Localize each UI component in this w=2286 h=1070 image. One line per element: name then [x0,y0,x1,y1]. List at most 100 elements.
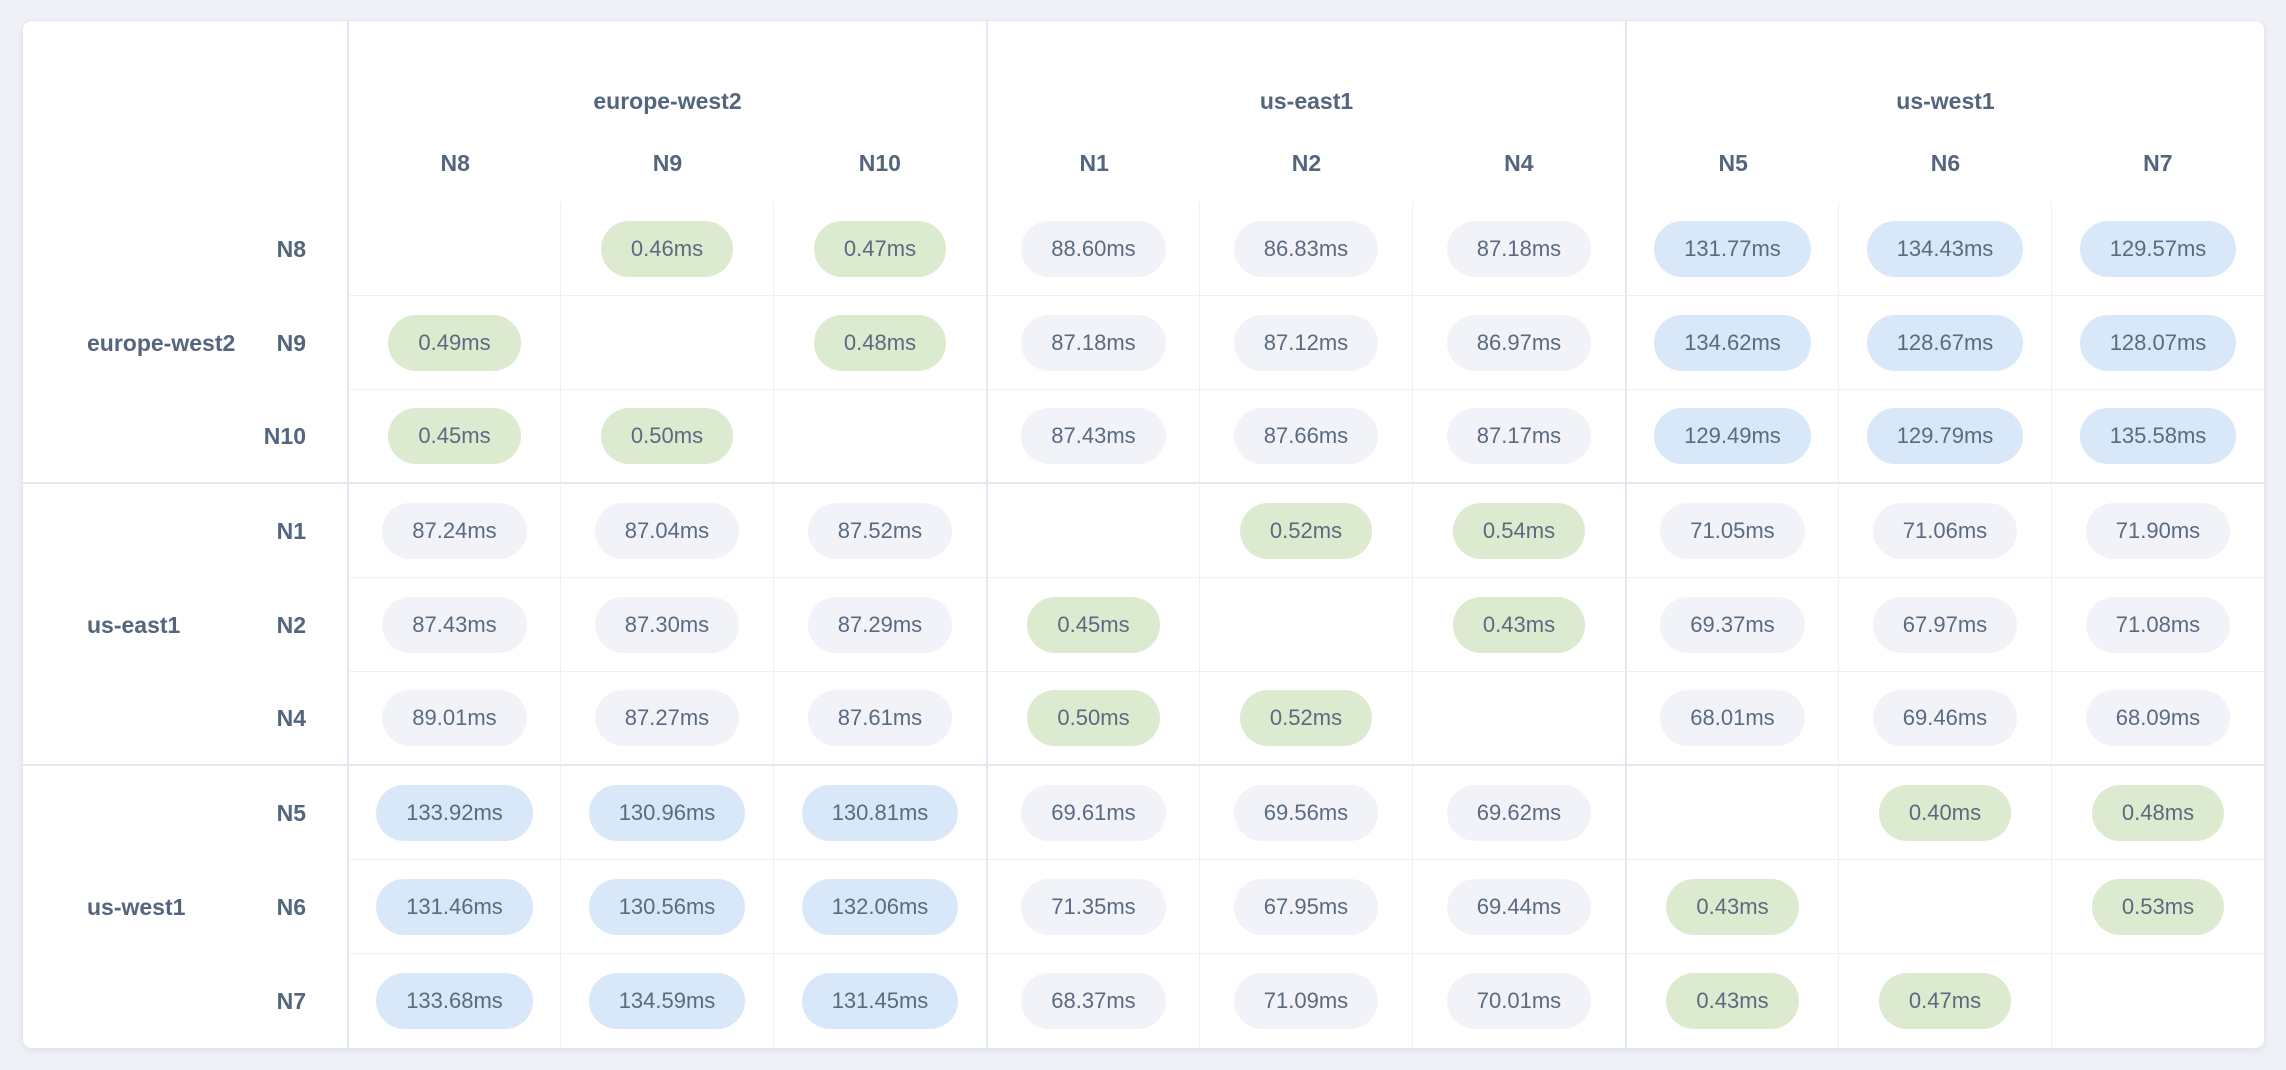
latency-pill-N10-N8[interactable]: 0.45ms [388,408,521,464]
latency-pill-N8-N2[interactable]: 86.83ms [1233,220,1379,277]
row-node-label-N7: N7 [276,987,306,1014]
latency-pill-N4-N5[interactable]: 68.01ms [1660,690,1805,746]
latency-cell-N7-N9: 134.59ms [560,954,773,1048]
row-node-label-N8: N8 [276,235,306,262]
latency-pill-N8-N1[interactable]: 88.60ms [1021,220,1166,277]
latency-cell-N1-N9: 87.04ms [560,484,773,578]
latency-pill-N8-N5[interactable]: 131.77ms [1654,220,1811,277]
latency-cell-N8-N7: 129.57ms [2051,202,2264,296]
latency-pill-N4-N10[interactable]: 87.61ms [807,690,953,746]
latency-pill-N7-N1[interactable]: 68.37ms [1021,973,1166,1029]
latency-pill-N5-N6[interactable]: 0.40ms [1878,784,2012,841]
latency-pill-N1-N4[interactable]: 0.54ms [1452,502,1586,559]
latency-cell-N8-N4: 87.18ms [1412,202,1625,296]
latency-pill-N4-N9[interactable]: 87.27ms [594,690,740,746]
latency-pill-N9-N5[interactable]: 134.62ms [1654,314,1811,371]
latency-pill-N2-N5[interactable]: 69.37ms [1660,596,1805,653]
latency-pill-N2-N7[interactable]: 71.08ms [2085,596,2231,653]
latency-pill-N4-N7[interactable]: 68.09ms [2085,690,2231,746]
latency-pill-N2-N6[interactable]: 67.97ms [1872,596,2018,653]
row-header-N6: us-west1 N6 [23,860,347,954]
column-node-label-N2: N2 [1291,150,1322,176]
latency-pill-N10-N2[interactable]: 87.66ms [1233,408,1379,464]
latency-pill-N5-N4[interactable]: 69.62ms [1446,784,1592,841]
column-node-label-N10: N10 [858,150,901,176]
latency-pill-N6-N8[interactable]: 131.46ms [376,878,533,935]
column-node-label-N9: N9 [652,150,683,176]
latency-pill-N9-N2[interactable]: 87.12ms [1233,314,1379,371]
latency-pill-N9-N10[interactable]: 0.48ms [813,314,947,371]
latency-pill-N6-N9[interactable]: 130.56ms [588,878,746,935]
latency-pill-N1-N2[interactable]: 0.52ms [1239,502,1373,559]
latency-cell-N8-N5: 131.77ms [1625,202,1838,296]
latency-pill-N1-N9[interactable]: 87.04ms [594,502,740,559]
latency-pill-N10-N5[interactable]: 129.49ms [1654,408,1811,464]
latency-pill-N7-N5[interactable]: 0.43ms [1666,973,1799,1029]
latency-pill-N10-N1[interactable]: 87.43ms [1021,408,1166,464]
latency-cell-N5-N2: 69.56ms [1199,766,1412,860]
latency-pill-N9-N4[interactable]: 86.97ms [1446,314,1592,371]
latency-pill-N2-N10[interactable]: 87.29ms [807,596,953,653]
latency-pill-N7-N8[interactable]: 133.68ms [376,973,533,1029]
latency-pill-N10-N6[interactable]: 129.79ms [1866,408,2024,464]
row-node-label-N1: N1 [276,517,306,544]
latency-pill-N6-N5[interactable]: 0.43ms [1666,878,1799,935]
latency-pill-N10-N7[interactable]: 135.58ms [2079,408,2237,464]
latency-pill-N2-N9[interactable]: 87.30ms [594,596,740,653]
latency-pill-N2-N4[interactable]: 0.43ms [1452,596,1586,653]
latency-pill-N9-N8[interactable]: 0.49ms [388,314,521,371]
latency-cell-N4-N5: 68.01ms [1625,672,1838,766]
latency-pill-N5-N1[interactable]: 69.61ms [1021,784,1166,841]
row-header-N8: N8 [23,202,347,296]
latency-pill-N6-N7[interactable]: 0.53ms [2091,878,2225,935]
latency-cell-N4-N6: 69.46ms [1838,672,2051,766]
latency-pill-N8-N7[interactable]: 129.57ms [2079,220,2237,277]
latency-pill-N9-N6[interactable]: 128.67ms [1866,314,2024,371]
latency-cell-N9-N9 [560,296,773,390]
latency-pill-N2-N1[interactable]: 0.45ms [1027,596,1160,653]
latency-pill-N6-N10[interactable]: 132.06ms [801,878,959,935]
latency-pill-N4-N8[interactable]: 89.01ms [382,690,527,746]
row-header-N1: N1 [23,484,347,578]
latency-pill-N1-N10[interactable]: 87.52ms [807,502,953,559]
latency-pill-N6-N1[interactable]: 71.35ms [1021,878,1166,935]
latency-pill-N8-N4[interactable]: 87.18ms [1446,220,1592,277]
latency-pill-N5-N9[interactable]: 130.96ms [588,784,746,841]
latency-pill-N5-N7[interactable]: 0.48ms [2091,784,2225,841]
latency-pill-N7-N9[interactable]: 134.59ms [588,973,746,1029]
row-header-N9: europe-west2 N9 [23,296,347,390]
latency-pill-N8-N6[interactable]: 134.43ms [1866,220,2024,277]
latency-cell-N6-N8: 131.46ms [347,860,560,954]
latency-pill-N7-N6[interactable]: 0.47ms [1878,973,2012,1029]
latency-pill-N8-N10[interactable]: 0.47ms [813,220,947,277]
latency-pill-N7-N4[interactable]: 70.01ms [1446,973,1592,1029]
column-node-label-N7: N7 [2143,150,2173,176]
latency-pill-N1-N8[interactable]: 87.24ms [382,502,527,559]
latency-pill-N5-N2[interactable]: 69.56ms [1233,784,1379,841]
latency-matrix-grid: europe-west2 N8 N9 N10 us-east1 N1 N2 N4 us-west… [23,21,2264,1048]
row-node-label-N2: N2 [276,611,306,638]
latency-cell-N7-N5: 0.43ms [1625,954,1838,1048]
latency-cell-N10-N5: 129.49ms [1625,390,1838,484]
latency-cell-N1-N5: 71.05ms [1625,484,1838,578]
latency-pill-N10-N9[interactable]: 0.50ms [600,408,734,464]
latency-pill-N5-N8[interactable]: 133.92ms [376,784,533,841]
latency-pill-N10-N4[interactable]: 87.17ms [1446,408,1592,464]
latency-pill-N9-N1[interactable]: 87.18ms [1021,314,1166,371]
latency-pill-N9-N7[interactable]: 128.07ms [2079,314,2237,371]
latency-pill-N1-N5[interactable]: 71.05ms [1660,502,1805,559]
latency-pill-N6-N4[interactable]: 69.44ms [1446,878,1592,935]
latency-pill-N4-N2[interactable]: 0.52ms [1239,690,1373,746]
latency-pill-N5-N10[interactable]: 130.81ms [801,784,959,841]
latency-pill-N4-N1[interactable]: 0.50ms [1027,690,1160,746]
latency-pill-N8-N9[interactable]: 0.46ms [600,220,734,277]
latency-cell-N2-N1: 0.45ms [986,578,1199,672]
latency-cell-N7-N7 [2051,954,2264,1048]
latency-pill-N1-N7[interactable]: 71.90ms [2085,502,2231,559]
latency-pill-N4-N6[interactable]: 69.46ms [1872,690,2018,746]
latency-pill-N7-N10[interactable]: 131.45ms [801,973,959,1029]
latency-pill-N1-N6[interactable]: 71.06ms [1872,502,2018,559]
latency-pill-N7-N2[interactable]: 71.09ms [1233,973,1379,1029]
latency-pill-N6-N2[interactable]: 67.95ms [1233,878,1379,935]
latency-pill-N2-N8[interactable]: 87.43ms [382,596,527,653]
